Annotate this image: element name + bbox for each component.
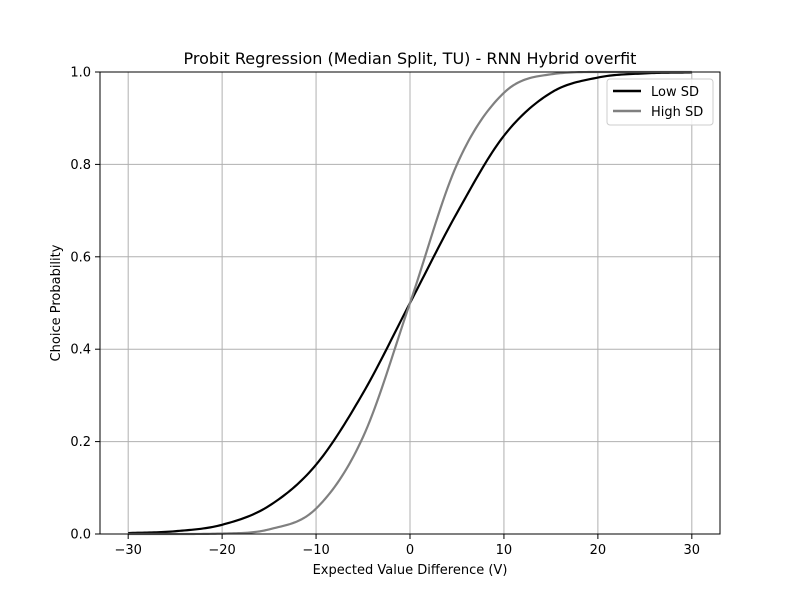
y-tick-label: 0.0 (70, 528, 91, 543)
y-tick-label: 1.0 (70, 66, 91, 81)
y-tick-label: 0.4 (70, 343, 91, 358)
legend-label-low-sd: Low SD (651, 85, 699, 100)
y-axis-label: Choice Probability (49, 244, 64, 361)
x-tick-label: 20 (590, 543, 607, 558)
x-tick-label: 30 (684, 543, 701, 558)
y-tick-label: 0.2 (70, 435, 91, 450)
y-tick-label: 0.8 (70, 158, 91, 173)
x-axis-label: Expected Value Difference (V) (313, 563, 508, 578)
tick-layer: −30 −20 −10 0 10 20 30 0.0 0.2 0.4 0.6 0.8 1.0 (70, 66, 700, 559)
y-tick-label: 0.6 (70, 250, 91, 265)
legend-label-high-sd: High SD (651, 105, 703, 120)
chart-title: Probit Regression (Median Split, TU) - R… (184, 49, 637, 68)
x-tick-label: −30 (114, 543, 141, 558)
x-tick-label: 0 (406, 543, 414, 558)
x-tick-label: −20 (208, 543, 235, 558)
x-tick-label: 10 (496, 543, 513, 558)
x-tick-label: −10 (302, 543, 329, 558)
legend: Low SD High SD (606, 78, 714, 126)
